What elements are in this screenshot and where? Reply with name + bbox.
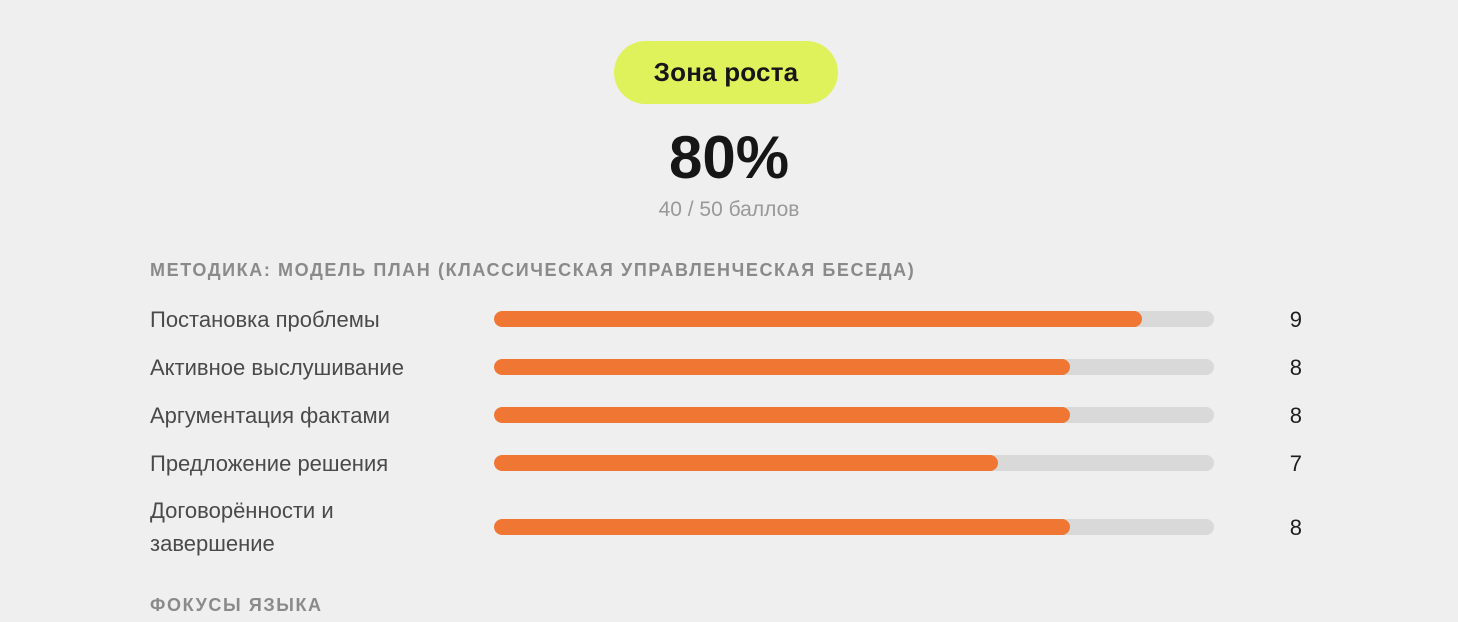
metric-bar-fill — [494, 407, 1070, 423]
metric-bar-fill — [494, 519, 1070, 535]
metric-score: 9 — [1289, 307, 1302, 332]
metric-bar-track — [494, 359, 1214, 375]
metric-label: Активное выслушивание — [150, 355, 404, 380]
score-points: 40 / 50 баллов — [658, 198, 800, 221]
metric-bar-track — [494, 407, 1214, 423]
metric-label: Предложение решения — [150, 451, 389, 476]
metric-score: 7 — [1289, 451, 1302, 476]
metric-bar-fill — [494, 359, 1070, 375]
status-badge: Зона роста — [614, 41, 838, 104]
metric-label: Договорённости и завершение — [150, 498, 334, 556]
language-focus-title: ФОКУСЫ ЯЗЫКА — [150, 595, 323, 615]
metric-score: 8 — [1289, 403, 1302, 428]
metric-label: Аргументация фактами — [150, 403, 390, 428]
metric-label: Постановка проблемы — [150, 307, 380, 332]
metric-score: 8 — [1289, 355, 1302, 380]
metric-bar-fill — [494, 455, 998, 471]
metric-bar-track — [494, 311, 1214, 327]
metric-bar-track — [494, 455, 1214, 471]
methodology-title: МЕТОДИКА: МОДЕЛЬ ПЛАН (КЛАССИЧЕСКАЯ УПРА… — [150, 260, 916, 280]
metric-score: 8 — [1289, 515, 1302, 540]
metric-bar-track — [494, 519, 1214, 535]
metric-bar-fill — [494, 311, 1142, 327]
score-percent: 80% — [668, 124, 790, 191]
